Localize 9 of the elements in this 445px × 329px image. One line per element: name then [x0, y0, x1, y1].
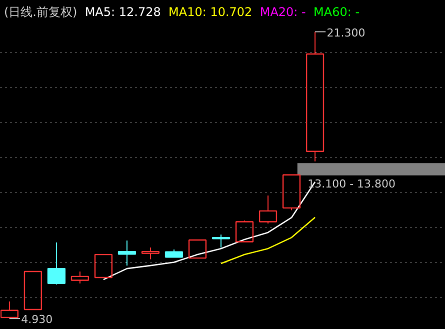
legend-label: MA20: - [260, 5, 306, 19]
text: MA5: 12.728 [84, 5, 161, 19]
legend-label: MA60: - [314, 5, 360, 19]
candlestick [118, 240, 136, 266]
candlestick [306, 31, 324, 162]
chart-title: (日线.前复权) [4, 5, 78, 19]
text: MA10: 10.702 [168, 5, 252, 19]
annotation: 4.930 [21, 312, 53, 326]
annotation: 21.300 [326, 26, 366, 40]
